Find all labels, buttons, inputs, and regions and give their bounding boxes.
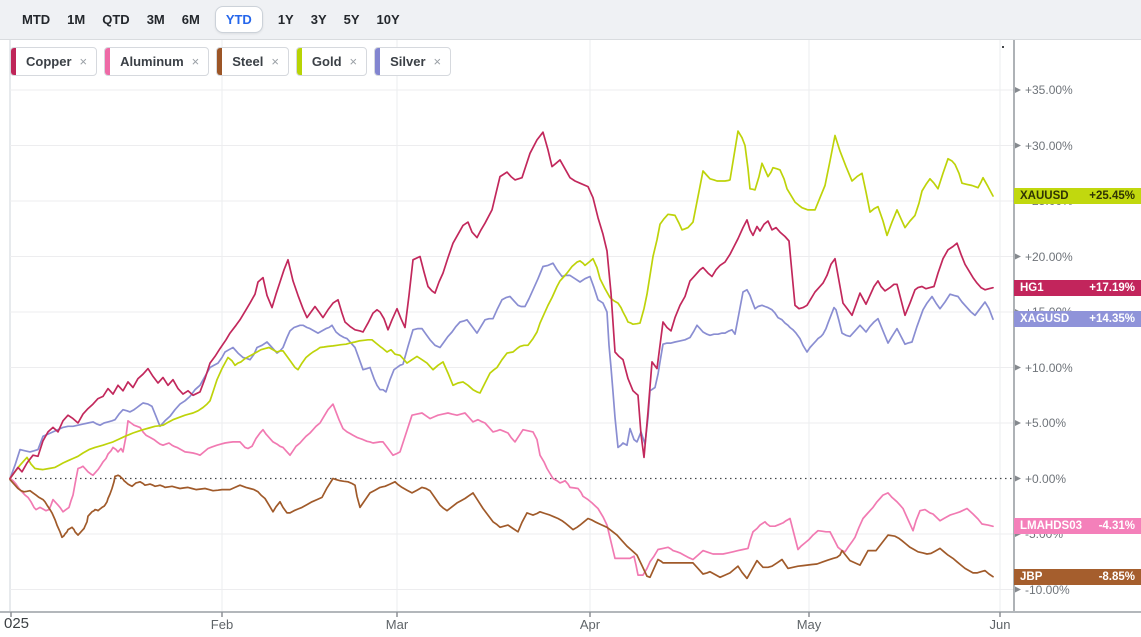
y-axis-label: +0.00% (1025, 471, 1067, 486)
x-axis-label: Apr (579, 617, 601, 632)
tag-value: -8.85% (1098, 570, 1135, 583)
range-button-mtd[interactable]: MTD (22, 12, 51, 27)
time-range-toolbar: MTD 1M QTD 3M 6M YTD 1Y 3Y 5Y 10Y (0, 0, 1141, 40)
legend-chip-steel[interactable]: Steel × (216, 47, 289, 76)
y-axis-label: +30.00% (1025, 138, 1073, 153)
x-axis-label: 025 (4, 615, 30, 632)
legend-chip-label: Steel (232, 54, 264, 69)
remove-icon[interactable]: × (79, 54, 88, 69)
x-axis-label: Feb (210, 617, 234, 632)
tag-value: +14.35% (1089, 313, 1135, 326)
y-axis-label: +20.00% (1025, 249, 1073, 264)
series-legend: Copper × Aluminum × Steel × Gold × Silver × (10, 47, 452, 76)
range-button-6m[interactable]: 6M (181, 12, 200, 27)
legend-chip-label: Aluminum (120, 54, 184, 69)
x-axis-label: Jun (989, 617, 1011, 632)
y-axis-label: +10.00% (1025, 360, 1073, 375)
series-line-silver[interactable] (9, 262, 994, 480)
legend-chip-label: Gold (311, 54, 342, 69)
range-button-1m[interactable]: 1M (67, 12, 86, 27)
y-axis-label: +35.00% (1025, 83, 1073, 97)
y-axis-tick-arrow (1015, 475, 1021, 482)
y-axis-tick-arrow (1015, 142, 1021, 149)
tag-ticker: HG1 (1020, 281, 1044, 294)
range-button-1y[interactable]: 1Y (277, 12, 294, 27)
remove-icon[interactable]: × (191, 54, 200, 69)
tag-ticker: JBP (1020, 570, 1043, 583)
series-price-tag-jbp[interactable]: JBP -8.85% (1014, 568, 1141, 585)
y-axis-tick-arrow (1015, 364, 1021, 371)
series-line-gold[interactable] (9, 130, 994, 480)
tag-ticker: LMAHDS03 (1020, 520, 1082, 533)
series-color-swatch (217, 48, 223, 75)
legend-chip-gold[interactable]: Gold × (295, 47, 368, 76)
legend-chip-label: Copper (26, 54, 72, 69)
range-button-3y[interactable]: 3Y (310, 12, 327, 27)
remove-icon[interactable]: × (349, 54, 358, 69)
series-price-tag-xauusd[interactable]: XAUUSD +25.45% (1014, 188, 1141, 204)
legend-chip-copper[interactable]: Copper × (10, 47, 98, 76)
x-axis-label: Mar (385, 617, 409, 632)
y-axis-tick-arrow (1015, 87, 1021, 93)
remove-icon[interactable]: × (433, 54, 442, 69)
y-axis-tick-arrow (1015, 253, 1021, 260)
x-axis-label: May (796, 617, 822, 632)
legend-chip-silver[interactable]: Silver × (374, 47, 452, 76)
range-button-qtd[interactable]: QTD (102, 12, 130, 27)
remove-icon[interactable]: × (271, 54, 279, 69)
range-button-ytd[interactable]: YTD (214, 6, 263, 33)
range-button-10y[interactable]: 10Y (376, 12, 400, 27)
tag-value: -4.31% (1098, 520, 1135, 533)
y-axis-tick-arrow (1015, 420, 1021, 426)
series-line-steel[interactable] (9, 474, 994, 580)
tag-value: +25.45% (1089, 190, 1135, 202)
series-line-aluminum[interactable] (9, 403, 994, 576)
y-axis-tick-arrow (1015, 586, 1021, 593)
y-axis-label: -10.00% (1025, 582, 1070, 597)
tag-ticker: XAUUSD (1020, 190, 1069, 202)
corner-dot (1002, 46, 1004, 48)
range-button-5y[interactable]: 5Y (343, 12, 360, 27)
series-color-swatch (105, 48, 111, 75)
series-price-tag-xagusd[interactable]: XAGUSD +14.35% (1014, 311, 1141, 328)
series-price-tag-hg1[interactable]: HG1 +17.19% (1014, 279, 1141, 296)
legend-chip-label: Silver (390, 54, 426, 69)
series-color-swatch (296, 48, 302, 75)
tag-ticker: XAGUSD (1020, 313, 1070, 326)
series-color-swatch (375, 48, 381, 75)
series-color-swatch (11, 48, 16, 75)
series-line-copper[interactable] (9, 131, 994, 480)
range-button-3m[interactable]: 3M (146, 12, 165, 27)
legend-chip-aluminum[interactable]: Aluminum × (104, 47, 210, 76)
series-price-tag-lmahds03[interactable]: LMAHDS03 -4.31% (1014, 518, 1141, 535)
tag-value: +17.19% (1089, 281, 1135, 294)
y-axis-label: +5.00% (1025, 416, 1067, 430)
